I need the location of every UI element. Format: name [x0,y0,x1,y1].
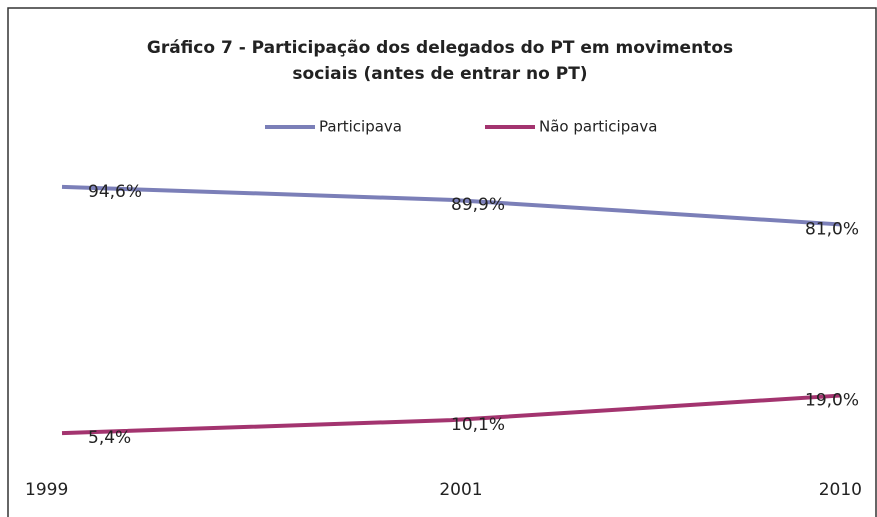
chart-frame [7,7,877,517]
x-tick-label: 2001 [439,480,482,500]
legend-label: Não participava [539,118,657,136]
data-label: 19,0% [805,391,859,411]
data-label: 10,1% [451,415,505,435]
data-label: 5,4% [88,428,131,448]
chart-title: Gráfico 7 - Participação dos delegados d… [147,38,733,58]
series-line [61,184,841,227]
data-label: 81,0% [805,219,859,239]
data-label: 89,9% [451,195,505,215]
x-tick-label: 2010 [819,480,862,500]
series-line [61,393,841,436]
legend-label: Participava [319,118,402,136]
data-label: 94,6% [88,182,142,202]
x-tick-label: 1999 [25,480,68,500]
chart-title: sociais (antes de entrar no PT) [292,64,587,84]
